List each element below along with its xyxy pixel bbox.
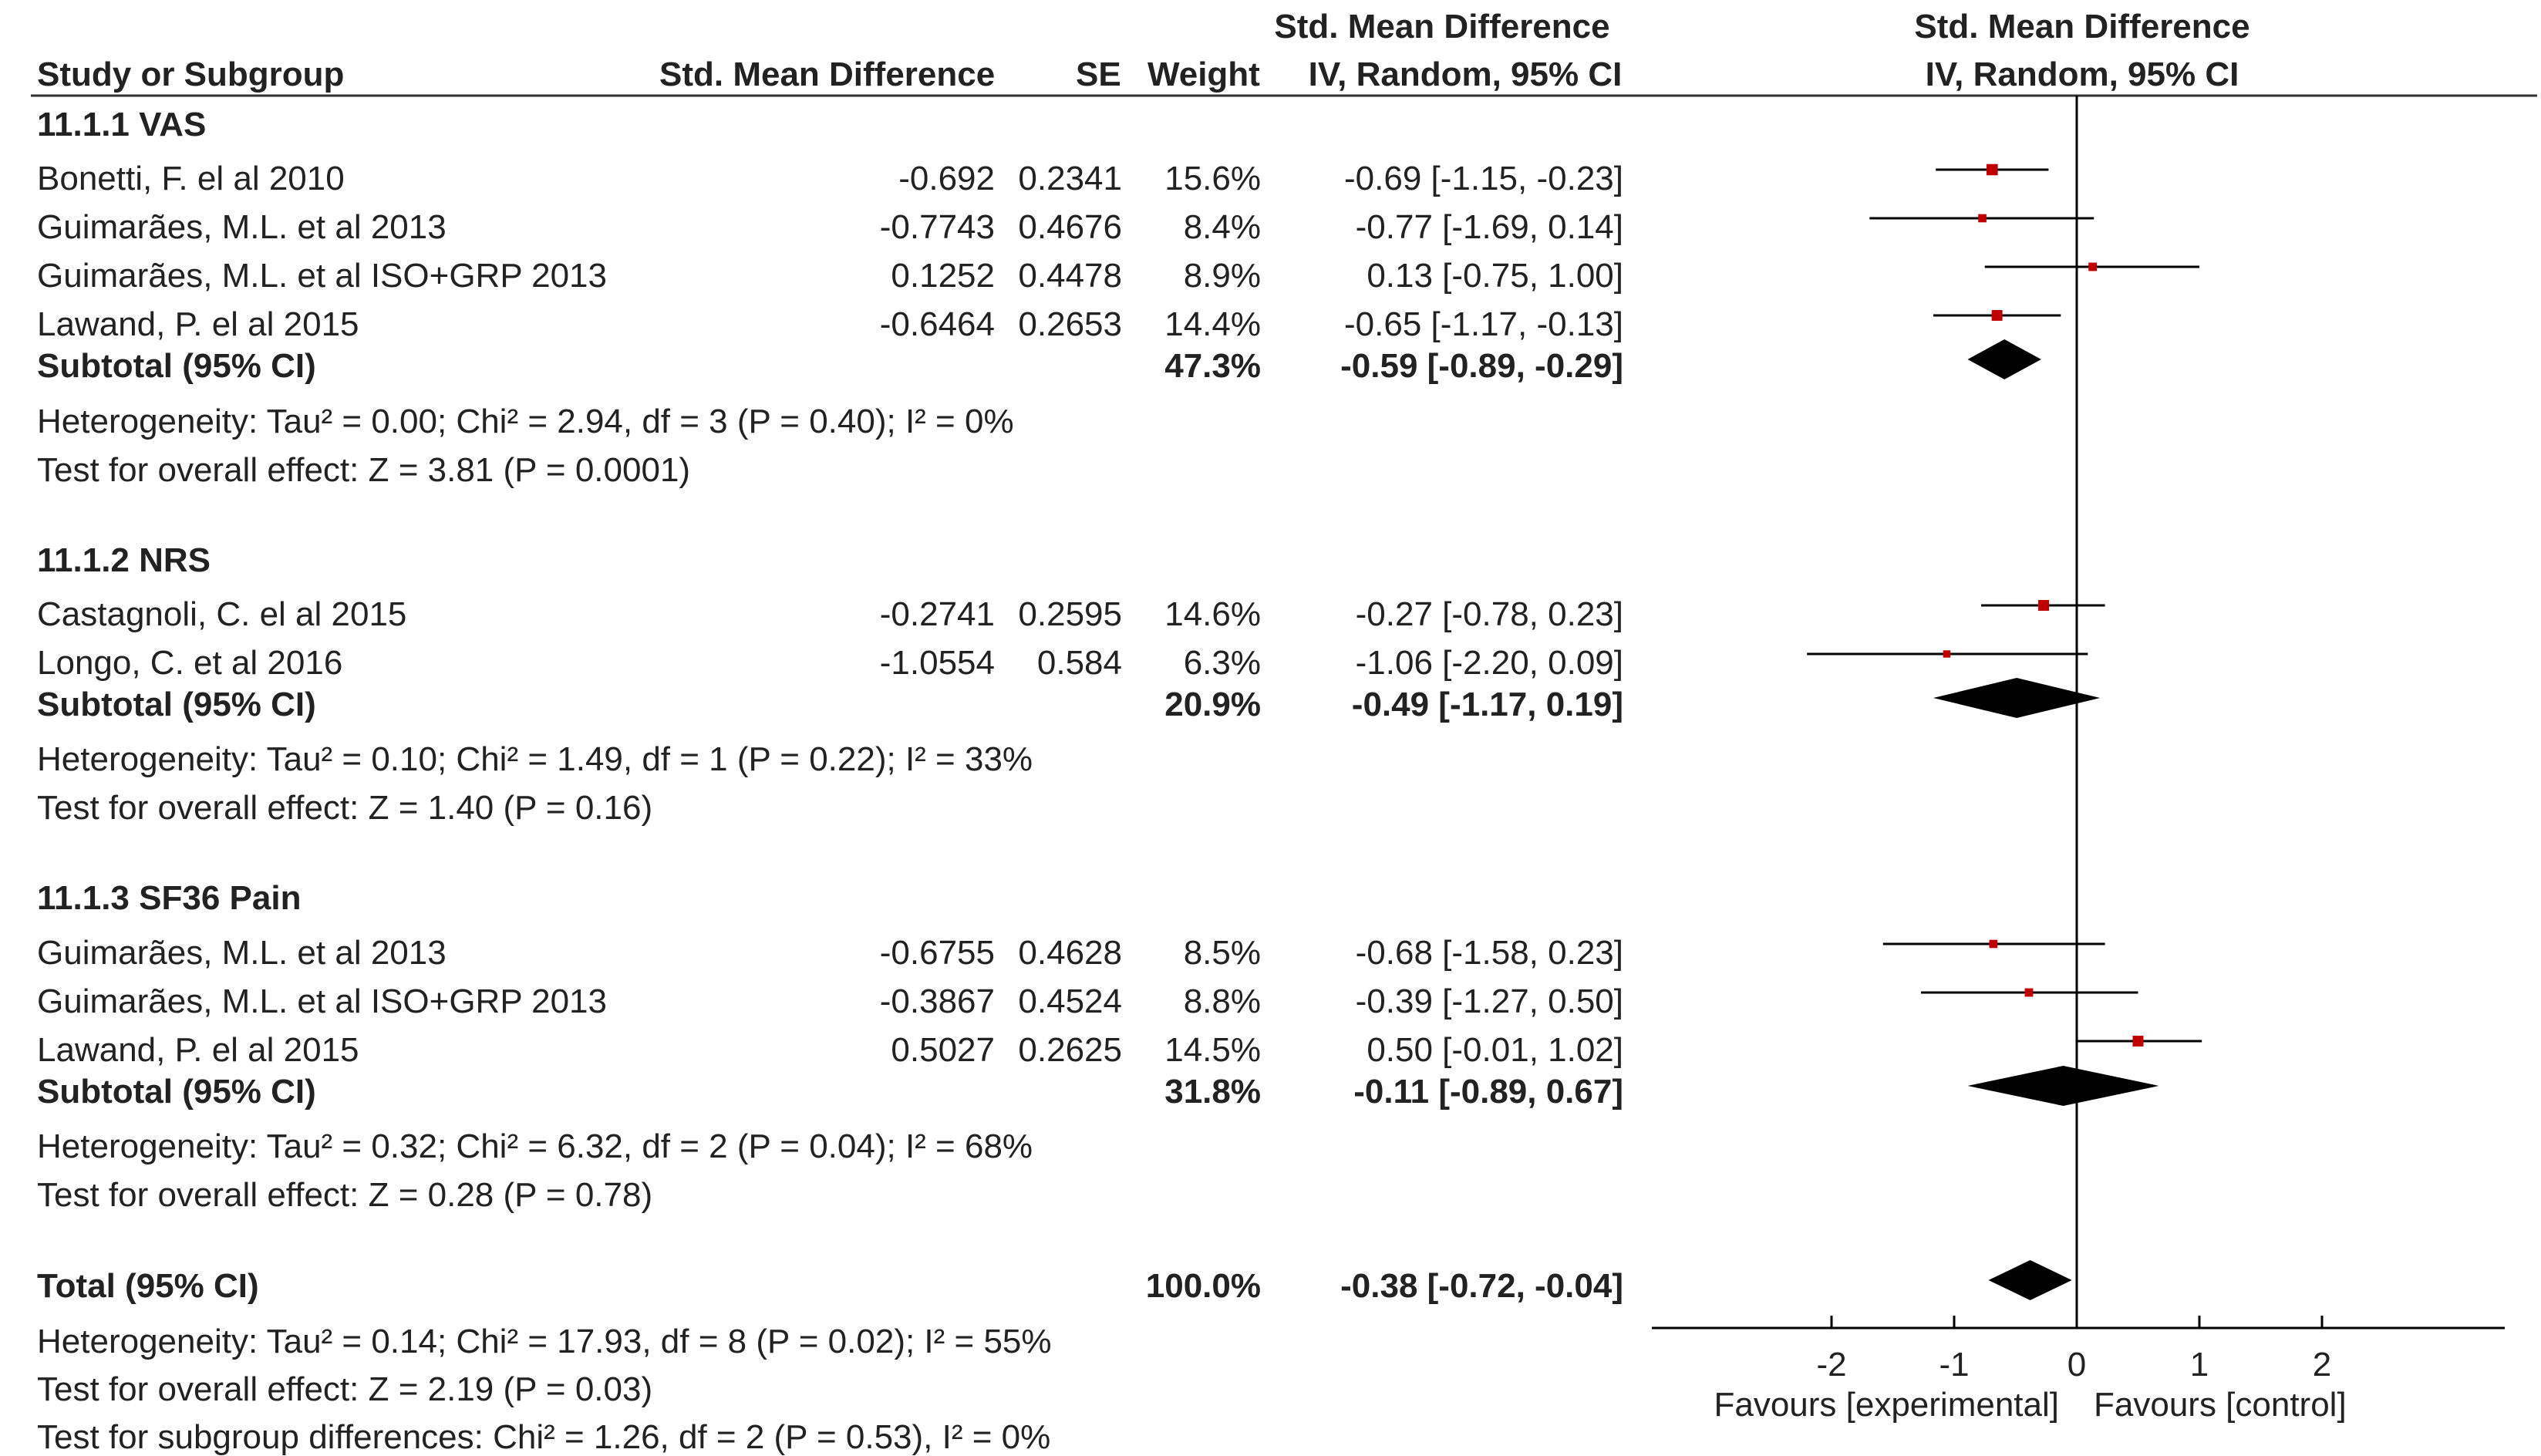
subtotal-ci: -0.49 [-1.17, 0.19] (1351, 686, 1623, 723)
favours-experimental-label: Favours [experimental] (1714, 1386, 2059, 1424)
study-estimate-marker (1987, 163, 1998, 176)
study-weight: 8.9% (1183, 257, 1261, 295)
study-name: Lawand, P. el al 2015 (37, 1031, 359, 1069)
subtotal-label: Subtotal (95% CI) (37, 347, 316, 385)
subtotal-ci: -0.11 [-0.89, 0.67] (1353, 1073, 1623, 1111)
subtotal-weight: 31.8% (1164, 1073, 1261, 1111)
study-se: 0.2653 (1018, 305, 1122, 343)
study-weight: 6.3% (1183, 644, 1261, 682)
study-se: 0.4676 (1018, 208, 1122, 246)
study-smd: 0.1252 (891, 257, 995, 295)
total-overall-effect-text: Test for overall effect: Z = 2.19 (P = 0… (37, 1370, 653, 1408)
study-estimate-marker (1989, 939, 1998, 949)
study-weight: 14.5% (1164, 1031, 1261, 1069)
subgroup-differences-text: Test for subgroup differences: Chi² = 1.… (37, 1418, 1051, 1456)
subtotal-diamond (1933, 678, 2101, 718)
study-name: Guimarães, M.L. et al ISO+GRP 2013 (37, 982, 607, 1020)
total-ci: -0.38 [-0.72, -0.04] (1340, 1267, 1623, 1305)
header-smd: Std. Mean Difference (659, 56, 996, 93)
overall-effect-text: Test for overall effect: Z = 0.28 (P = 0… (37, 1176, 653, 1214)
study-smd: -0.2741 (879, 595, 995, 633)
header-ci-2: IV, Random, 95% CI (1308, 56, 1623, 93)
group-title: 11.1.3 SF36 Pain (37, 879, 302, 917)
study-estimate-marker (2038, 599, 2050, 612)
study-name: Bonetti, F. el al 2010 (37, 160, 345, 197)
study-weight: 8.5% (1183, 934, 1261, 972)
favours-control-label: Favours [control] (2094, 1386, 2347, 1424)
axis-tick-label: 0 (2067, 1346, 2087, 1384)
subtotal-ci: -0.59 [-0.89, -0.29] (1340, 347, 1623, 385)
study-smd: -0.692 (898, 160, 995, 197)
study-se: 0.2595 (1018, 595, 1122, 633)
study-smd: -0.3867 (879, 982, 995, 1020)
study-ci: -0.27 [-0.78, 0.23] (1355, 595, 1623, 633)
study-se: 0.4524 (1018, 982, 1122, 1020)
study-ci: -0.69 [-1.15, -0.23] (1344, 160, 1623, 197)
overall-effect-text: Test for overall effect: Z = 3.81 (P = 0… (37, 451, 691, 489)
study-ci: -0.65 [-1.17, -0.13] (1344, 305, 1623, 343)
subtotal-diamond (1967, 339, 2041, 379)
study-name: Guimarães, M.L. et al 2013 (37, 208, 447, 246)
study-smd: -1.0554 (879, 644, 995, 682)
heterogeneity-text: Heterogeneity: Tau² = 0.10; Chi² = 1.49,… (37, 740, 1033, 778)
study-se: 0.584 (1036, 644, 1122, 682)
study-ci: -1.06 [-2.20, 0.09] (1355, 644, 1623, 682)
study-name: Castagnoli, C. el al 2015 (37, 595, 407, 633)
study-estimate-marker (1978, 214, 1987, 223)
study-smd: -0.6755 (879, 934, 995, 972)
study-estimate-marker (1943, 650, 1951, 658)
study-estimate-marker (1991, 310, 2003, 321)
header-ci-1: Std. Mean Difference (1274, 8, 1610, 46)
study-smd: 0.5027 (891, 1031, 995, 1069)
study-ci: 0.50 [-0.01, 1.02] (1367, 1031, 1623, 1069)
total-diamond (1988, 1260, 2072, 1300)
axis-tick-label: -2 (1816, 1346, 1847, 1384)
study-name: Guimarães, M.L. et al 2013 (37, 934, 447, 972)
axis-tick-label: 1 (2189, 1346, 2209, 1384)
study-estimate-marker (2132, 1036, 2144, 1046)
subtotal-label: Subtotal (95% CI) (37, 686, 316, 723)
study-ci: -0.39 [-1.27, 0.50] (1355, 982, 1623, 1020)
study-weight: 8.8% (1183, 982, 1261, 1020)
total-heterogeneity-text: Heterogeneity: Tau² = 0.14; Chi² = 17.93… (37, 1323, 1052, 1360)
study-se: 0.2625 (1018, 1031, 1122, 1069)
study-se: 0.2341 (1018, 160, 1122, 197)
study-se: 0.4478 (1018, 257, 1122, 295)
heterogeneity-text: Heterogeneity: Tau² = 0.32; Chi² = 6.32,… (37, 1127, 1033, 1165)
study-name: Guimarães, M.L. et al ISO+GRP 2013 (37, 257, 607, 295)
header-plot-1: Std. Mean Difference (1914, 8, 2250, 46)
study-name: Longo, C. et al 2016 (37, 644, 343, 682)
heterogeneity-text: Heterogeneity: Tau² = 0.00; Chi² = 2.94,… (37, 403, 1014, 440)
header-study: Study or Subgroup (37, 56, 345, 93)
group-title: 11.1.2 NRS (37, 541, 211, 579)
total-weight: 100.0% (1145, 1267, 1261, 1305)
study-se: 0.4628 (1018, 934, 1122, 972)
axis-tick-label: 2 (2312, 1346, 2332, 1384)
study-ci: 0.13 [-0.75, 1.00] (1367, 257, 1623, 295)
study-ci: -0.77 [-1.69, 0.14] (1355, 208, 1623, 246)
study-weight: 15.6% (1164, 160, 1261, 197)
axis-tick-label: -1 (1939, 1346, 1970, 1384)
header-weight: Weight (1147, 56, 1260, 93)
study-weight: 14.4% (1164, 305, 1261, 343)
study-ci: -0.68 [-1.58, 0.23] (1355, 934, 1623, 972)
study-estimate-marker (2088, 262, 2098, 271)
header-se: SE (1076, 56, 1121, 93)
overall-effect-text: Test for overall effect: Z = 1.40 (P = 0… (37, 789, 653, 827)
total-label: Total (95% CI) (37, 1267, 259, 1305)
study-weight: 8.4% (1183, 208, 1261, 246)
study-smd: -0.6464 (879, 305, 995, 343)
study-weight: 14.6% (1164, 595, 1261, 633)
study-smd: -0.7743 (879, 208, 995, 246)
subtotal-label: Subtotal (95% CI) (37, 1073, 316, 1111)
group-title: 11.1.1 VAS (37, 106, 207, 143)
subtotal-weight: 47.3% (1164, 347, 1261, 385)
subtotal-weight: 20.9% (1164, 686, 1261, 723)
study-name: Lawand, P. el al 2015 (37, 305, 359, 343)
header-plot-2: IV, Random, 95% CI (1925, 56, 2239, 93)
study-estimate-marker (2024, 988, 2034, 997)
subtotal-diamond (1967, 1066, 2159, 1106)
